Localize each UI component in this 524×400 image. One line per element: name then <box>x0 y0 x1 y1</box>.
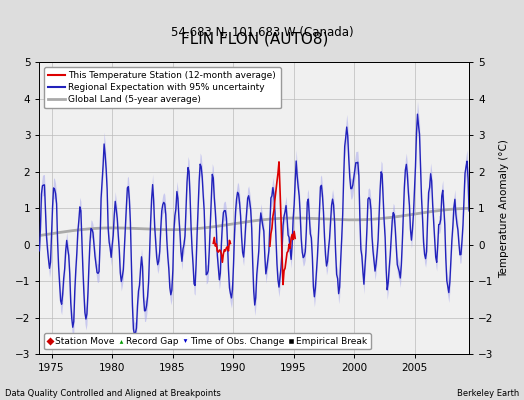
Legend: Station Move, Record Gap, Time of Obs. Change, Empirical Break: Station Move, Record Gap, Time of Obs. C… <box>44 333 371 350</box>
Text: Berkeley Earth: Berkeley Earth <box>456 389 519 398</box>
Text: Data Quality Controlled and Aligned at Breakpoints: Data Quality Controlled and Aligned at B… <box>5 389 221 398</box>
Title: FLIN FLON (AUTO8): FLIN FLON (AUTO8) <box>181 31 328 46</box>
Text: 54.683 N, 101.683 W (Canada): 54.683 N, 101.683 W (Canada) <box>171 26 353 39</box>
Y-axis label: Temperature Anomaly (°C): Temperature Anomaly (°C) <box>499 139 509 278</box>
